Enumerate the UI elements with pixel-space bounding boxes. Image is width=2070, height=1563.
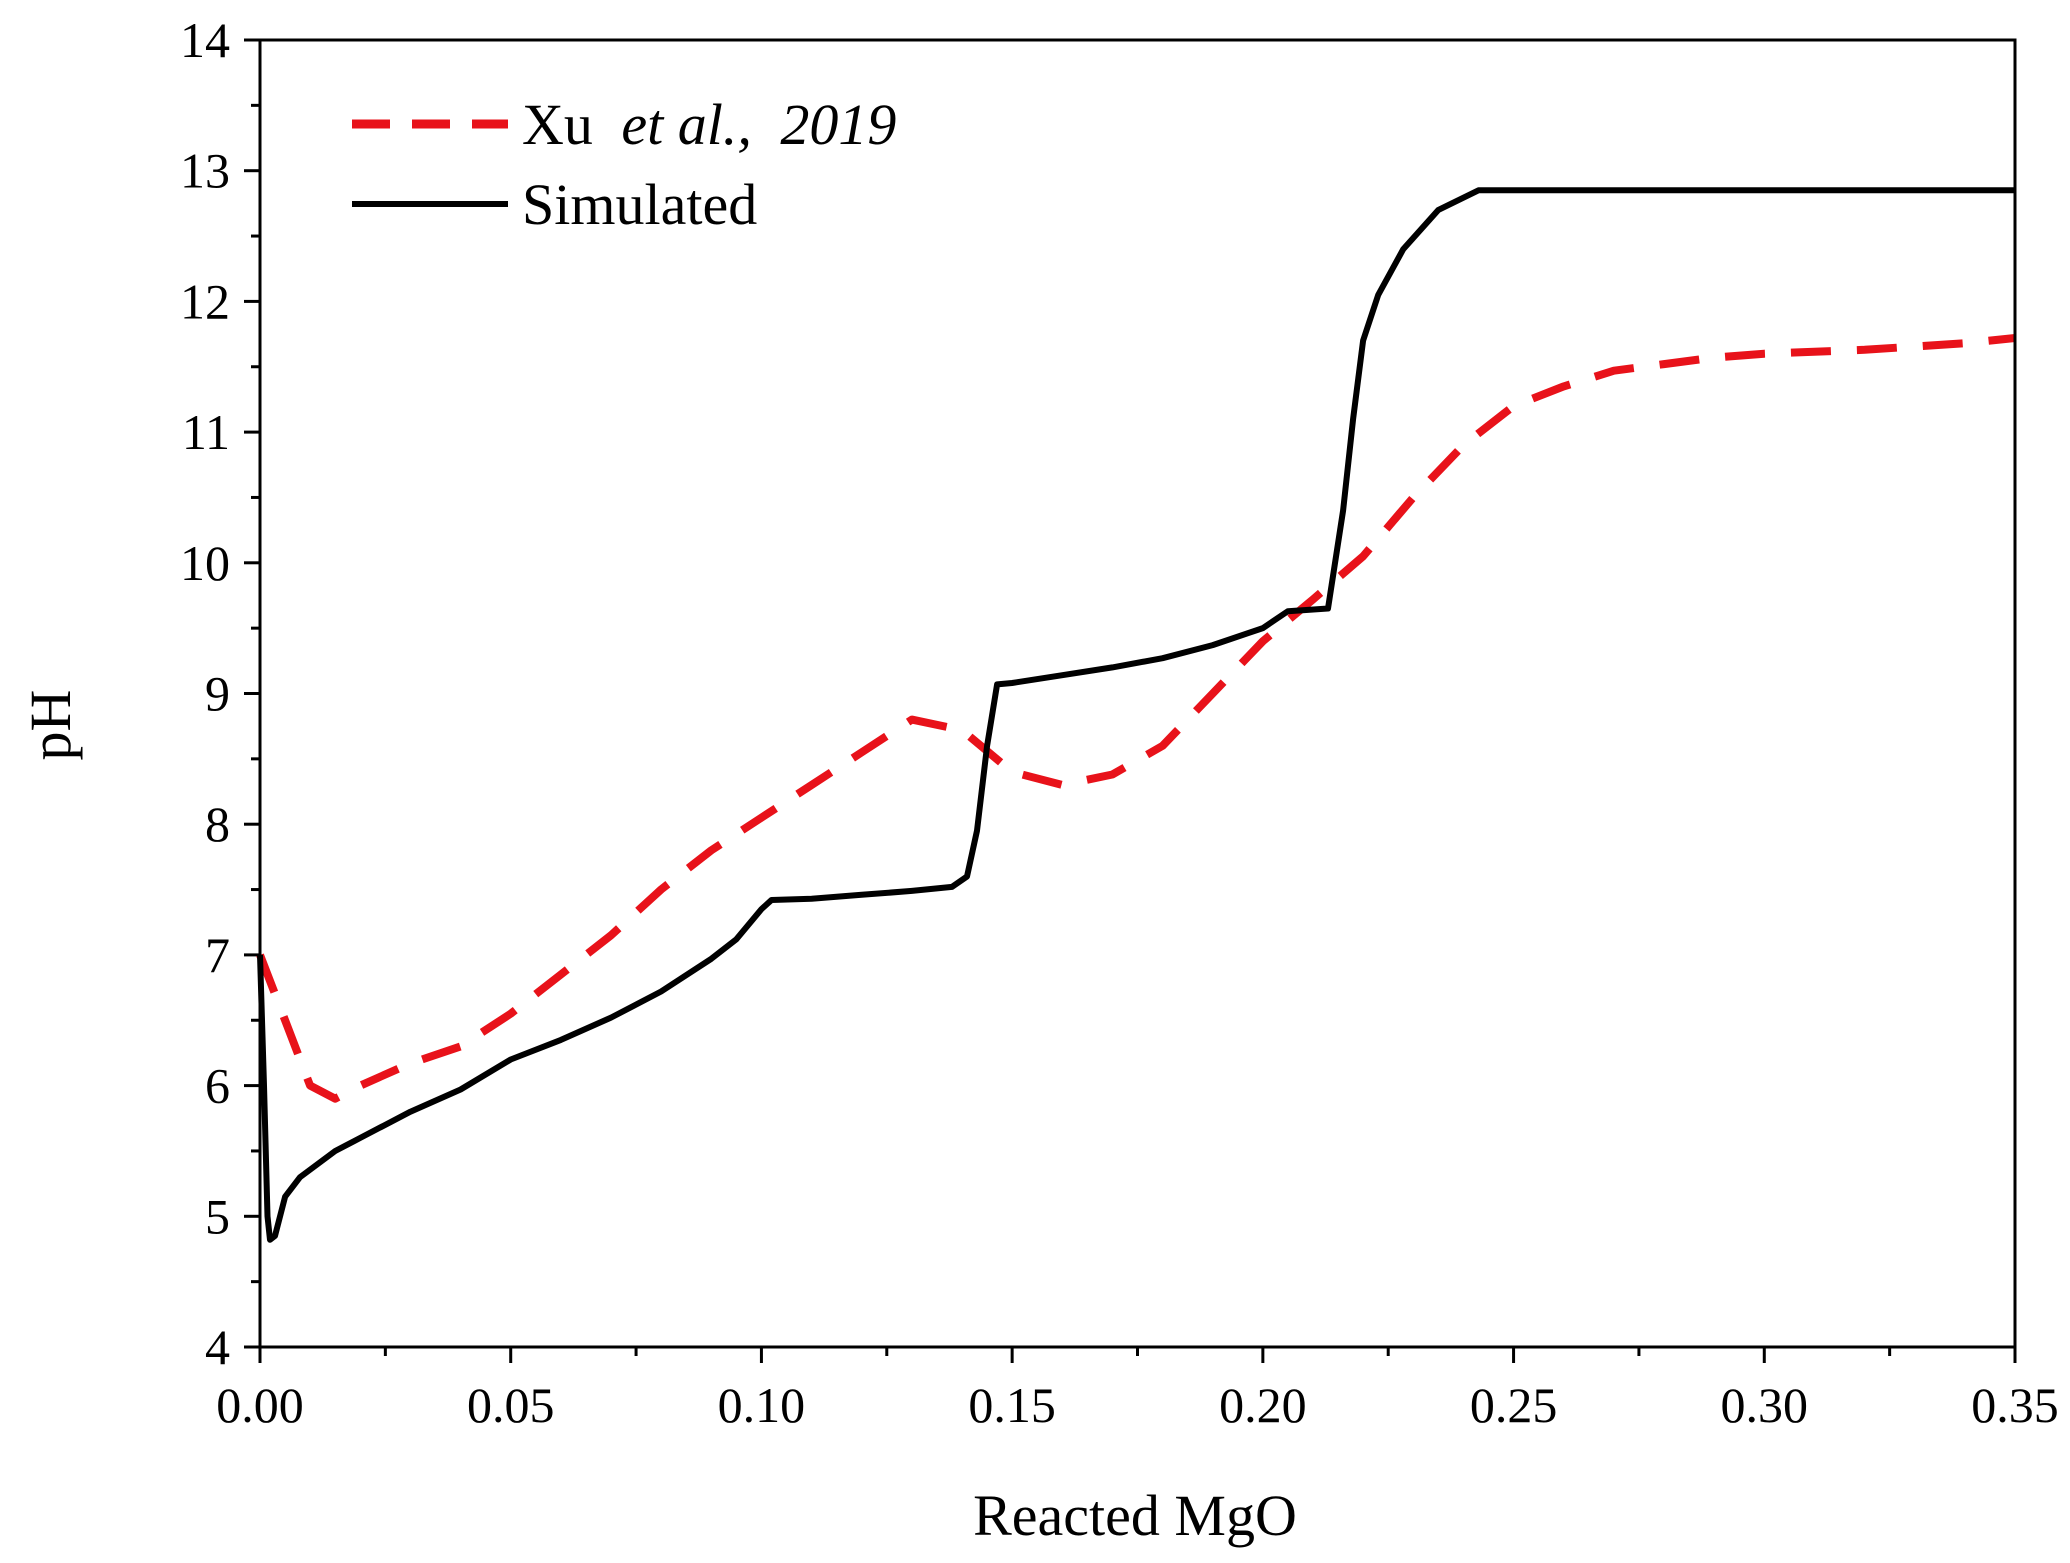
plot-frame (258, 38, 2017, 1349)
series-line-xu-2019 (256, 334, 2016, 1103)
legend-year: 2019 (780, 92, 896, 157)
series-line-simulated (257, 187, 2015, 1243)
y-tick-label: 7 (205, 927, 230, 983)
major-ticks (244, 38, 2017, 1363)
y-tick-label: 14 (180, 12, 230, 68)
y-tick-label: 5 (205, 1188, 230, 1244)
x-tick-label: 0.35 (1971, 1377, 2059, 1433)
x-tick-label: 0.15 (968, 1377, 1056, 1433)
minor-ticks (251, 103, 1892, 1356)
x-tick-label: 0.30 (1721, 1377, 1809, 1433)
legend-label-xu: Xu et al., 2019 (522, 92, 896, 157)
y-tick-label: 4 (205, 1319, 230, 1375)
x-tick-label: 0.10 (718, 1377, 806, 1433)
y-axis-title: pH (18, 690, 83, 761)
y-tick-label: 6 (205, 1058, 230, 1114)
y-tick-labels: 4 5 6 7 8 9 10 11 12 13 14 (180, 12, 230, 1375)
y-tick-label: 13 (180, 143, 230, 199)
y-tick-label: 12 (180, 273, 230, 329)
legend-label-simulated: Simulated (522, 172, 757, 237)
legend: Xu et al., 2019 Simulated (352, 92, 896, 237)
y-tick-label: 11 (182, 404, 230, 460)
x-tick-labels: 0.00 0.05 0.10 0.15 0.20 0.25 0.30 0.35 (216, 1377, 2059, 1433)
x-tick-label: 0.05 (467, 1377, 555, 1433)
y-tick-label: 8 (205, 796, 230, 852)
x-tick-label: 0.20 (1219, 1377, 1307, 1433)
x-axis-title: Reacted MgO (973, 1483, 1297, 1548)
series-layer (256, 187, 2016, 1243)
x-tick-label: 0.00 (216, 1377, 304, 1433)
y-tick-label: 9 (205, 666, 230, 722)
x-tick-label: 0.25 (1470, 1377, 1558, 1433)
legend-author: Xu (522, 92, 593, 157)
y-tick-label: 10 (180, 535, 230, 591)
plot-area (244, 38, 2017, 1363)
legend-etal: et al., (621, 92, 751, 157)
